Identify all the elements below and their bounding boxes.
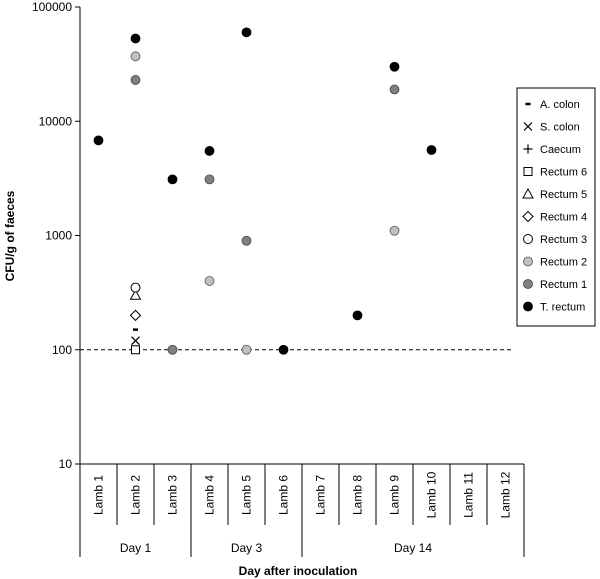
marker-shape bbox=[129, 309, 142, 322]
marker-shape bbox=[389, 225, 400, 236]
legend-label: Rectum 1 bbox=[540, 279, 587, 291]
marker-shape bbox=[523, 122, 533, 131]
x-category-label: Lamb 8 bbox=[351, 475, 365, 515]
marker-shape bbox=[352, 310, 363, 321]
data-point bbox=[241, 235, 252, 246]
x-category-label: Lamb 4 bbox=[203, 475, 217, 515]
marker-shape bbox=[389, 84, 400, 95]
data-point bbox=[130, 75, 141, 85]
legend-label: Rectum 5 bbox=[540, 189, 587, 201]
legend-marker bbox=[523, 167, 533, 176]
data-point bbox=[426, 145, 437, 155]
marker-shape bbox=[523, 167, 533, 176]
data-point bbox=[167, 174, 178, 185]
marker-shape bbox=[204, 146, 215, 156]
marker-shape bbox=[389, 61, 400, 72]
data-point bbox=[241, 27, 252, 38]
marker-shape bbox=[131, 336, 140, 346]
legend-label: A. colon bbox=[540, 99, 580, 111]
data-point bbox=[129, 289, 142, 300]
data-point bbox=[130, 51, 141, 62]
legend-marker bbox=[523, 122, 533, 131]
data-point bbox=[204, 174, 215, 185]
data-point bbox=[130, 282, 141, 293]
legend-marker bbox=[522, 210, 534, 223]
marker-shape bbox=[93, 135, 104, 146]
marker-shape bbox=[523, 256, 533, 267]
marker-shape bbox=[241, 27, 252, 38]
y-tick-label: 1000 bbox=[45, 229, 72, 243]
legend-marker bbox=[523, 301, 533, 312]
marker-shape bbox=[131, 345, 140, 355]
x-group-label: Day 1 bbox=[120, 541, 152, 555]
x-category-label: Lamb 5 bbox=[240, 475, 254, 515]
legend-label: T. rectum bbox=[540, 302, 585, 314]
legend-label: Caecum bbox=[540, 144, 581, 156]
marker-shape bbox=[523, 234, 533, 244]
marker-shape bbox=[130, 282, 141, 293]
data-point bbox=[241, 344, 252, 355]
data-point bbox=[389, 61, 400, 72]
marker-shape bbox=[130, 75, 141, 85]
x-group-label: Day 3 bbox=[231, 541, 263, 555]
x-group-label: Day 14 bbox=[394, 541, 432, 555]
legend: A. colon S. colon Caecum Rectum 6 Rectum 5 Re… bbox=[516, 87, 596, 327]
marker-shape bbox=[167, 344, 178, 355]
marker-shape bbox=[204, 174, 215, 185]
legend-label: Rectum 6 bbox=[540, 167, 587, 179]
x-category-label: Lamb 6 bbox=[277, 475, 291, 515]
marker-shape bbox=[522, 210, 534, 223]
x-category-label: Lamb 1 bbox=[92, 475, 106, 515]
data-point bbox=[352, 310, 363, 321]
legend-marker bbox=[523, 144, 533, 154]
legend-label: Rectum 4 bbox=[540, 212, 587, 224]
y-tick-label: 10 bbox=[59, 457, 73, 471]
x-category-label: Lamb 12 bbox=[499, 471, 513, 518]
data-point bbox=[389, 84, 400, 95]
data-point bbox=[130, 33, 141, 44]
marker-shape bbox=[167, 174, 178, 185]
data-point bbox=[93, 135, 104, 146]
x-axis-title: Day after inoculation bbox=[239, 564, 358, 578]
marker-shape bbox=[129, 289, 142, 300]
x-category-label: Lamb 7 bbox=[314, 475, 328, 515]
y-tick-label: 10000 bbox=[39, 114, 73, 128]
marker-shape bbox=[278, 344, 289, 355]
marker-shape bbox=[523, 301, 533, 312]
x-category-label: Lamb 2 bbox=[129, 475, 143, 515]
legend-label: Rectum 2 bbox=[540, 257, 587, 269]
marker-shape bbox=[523, 279, 533, 289]
marker-shape bbox=[241, 344, 252, 355]
x-category-label: Lamb 10 bbox=[425, 471, 439, 518]
y-tick-label: 100000 bbox=[32, 0, 72, 14]
data-point bbox=[131, 345, 140, 355]
x-category-label: Lamb 11 bbox=[462, 472, 476, 518]
y-axis-title: CFU/g of faeces bbox=[3, 190, 17, 281]
data-point bbox=[278, 344, 289, 355]
legend-label: Rectum 3 bbox=[540, 234, 587, 246]
legend-marker bbox=[522, 187, 534, 199]
data-point bbox=[204, 146, 215, 156]
marker-shape bbox=[241, 235, 252, 246]
legend-label: S. colon bbox=[540, 122, 580, 134]
marker-shape bbox=[130, 33, 141, 44]
x-category-label: Lamb 9 bbox=[388, 475, 402, 515]
data-point bbox=[131, 336, 140, 346]
data-point bbox=[129, 309, 142, 322]
x-category-label: Lamb 3 bbox=[166, 475, 180, 515]
data-point bbox=[167, 344, 178, 355]
data-point bbox=[204, 276, 215, 286]
marker-shape bbox=[130, 51, 141, 62]
marker-shape bbox=[204, 276, 215, 286]
legend-marker bbox=[523, 256, 533, 267]
marker-shape bbox=[522, 187, 534, 199]
y-tick-label: 100 bbox=[52, 343, 72, 357]
data-point bbox=[389, 225, 400, 236]
legend-marker bbox=[523, 279, 533, 289]
marker-shape bbox=[426, 145, 437, 155]
legend-marker bbox=[523, 234, 533, 244]
